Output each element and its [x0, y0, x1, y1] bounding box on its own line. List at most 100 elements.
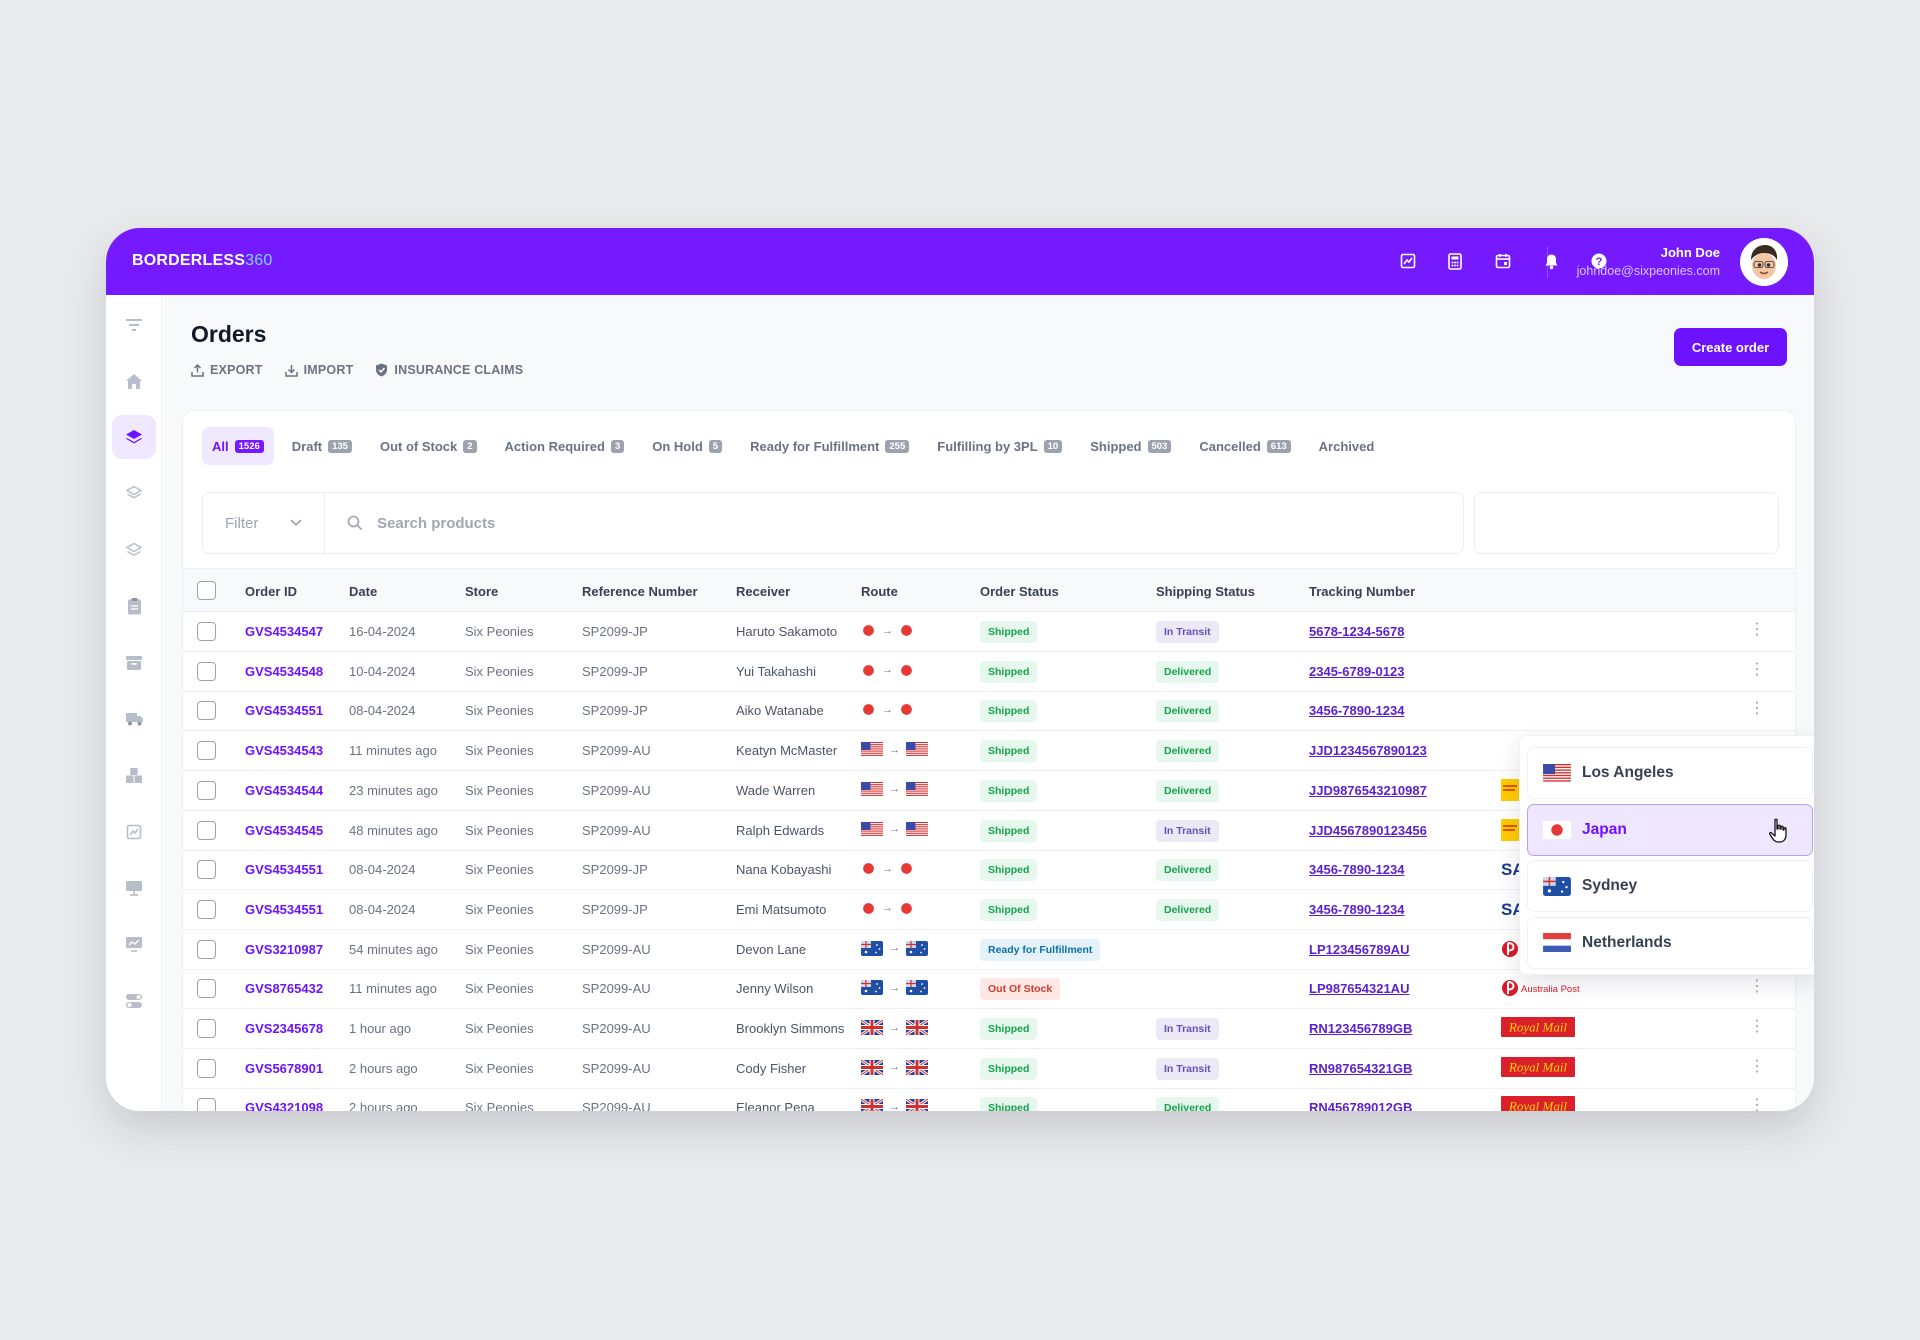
- tracking-number-link[interactable]: 3456-7890-1234: [1309, 901, 1405, 917]
- sidebar-filter-icon[interactable]: [112, 303, 156, 347]
- row-more-icon[interactable]: ⋮: [1749, 700, 1765, 718]
- row-more-icon[interactable]: ⋮: [1749, 621, 1765, 638]
- table-row[interactable]: GVS5678901 2 hours ago Six Peonies SP2099-A…: [183, 1049, 1795, 1089]
- column-header-route[interactable]: Route: [861, 584, 898, 599]
- create-order-button[interactable]: Create order: [1674, 328, 1787, 366]
- presentation-icon[interactable]: [112, 866, 156, 910]
- tab-out-of-stock[interactable]: Out of Stock 2: [370, 427, 487, 465]
- table-row[interactable]: GVS2345678 1 hour ago Six Peonies SP2099-AU…: [183, 1009, 1795, 1049]
- boxes-icon[interactable]: [112, 753, 156, 797]
- column-header-reference-number[interactable]: Reference Number: [582, 584, 698, 599]
- tab-archived[interactable]: Archived: [1309, 427, 1385, 465]
- order-id-link[interactable]: GVS4534547: [245, 624, 324, 639]
- tab-shipped[interactable]: Shipped 503: [1080, 427, 1181, 465]
- insurance-claims-button[interactable]: INSURANCE CLAIMS: [375, 363, 523, 377]
- row-more-icon[interactable]: ⋮: [1749, 660, 1765, 678]
- tracking-number-link[interactable]: 5678-1234-5678: [1309, 624, 1405, 639]
- column-header-shipping-status[interactable]: Shipping Status: [1156, 584, 1255, 599]
- order-id-link[interactable]: GVS4321098: [245, 1100, 324, 1111]
- location-option-japan[interactable]: Japan: [1527, 803, 1813, 856]
- row-more-icon[interactable]: ⋮: [1749, 1057, 1765, 1075]
- table-row[interactable]: GVS4321098 2 hours ago Six Peonies SP2099-A…: [183, 1088, 1795, 1111]
- row-checkbox[interactable]: [197, 1058, 216, 1078]
- orders-icon[interactable]: [112, 415, 156, 459]
- location-option-sydney[interactable]: Sydney: [1527, 860, 1813, 912]
- stack-icon[interactable]: [112, 528, 156, 572]
- analytics-icon[interactable]: [1397, 250, 1419, 272]
- tab-all[interactable]: All 1526: [202, 427, 274, 465]
- select-all-checkbox[interactable]: [197, 581, 216, 600]
- layers-outline-icon[interactable]: [112, 471, 156, 515]
- table-row[interactable]: GVS4534548 10-04-2024 Six Peonies SP2099-JP…: [183, 652, 1795, 692]
- row-more-icon[interactable]: ⋮: [1749, 1018, 1765, 1035]
- tracking-number-link[interactable]: RN987654321GB: [1309, 1060, 1413, 1076]
- order-id-link[interactable]: GVS4534543: [245, 743, 324, 759]
- calculator-icon[interactable]: [1444, 250, 1466, 272]
- row-checkbox[interactable]: [197, 701, 216, 721]
- row-checkbox[interactable]: [197, 741, 216, 761]
- user-info[interactable]: John Doe johndoe@sixpeonies.com: [1577, 244, 1720, 280]
- order-id-link[interactable]: GVS3210987: [245, 941, 324, 957]
- import-button[interactable]: IMPORT: [284, 363, 354, 377]
- bell-icon[interactable]: [1540, 250, 1562, 272]
- home-icon[interactable]: [112, 359, 156, 403]
- row-more-icon[interactable]: ⋮: [1749, 1097, 1765, 1111]
- help-icon[interactable]: ?: [1588, 250, 1610, 272]
- column-header-tracking-number[interactable]: Tracking Number: [1309, 584, 1416, 599]
- row-checkbox[interactable]: [197, 860, 216, 880]
- order-id-link[interactable]: GVS4534551: [245, 862, 324, 878]
- row-checkbox[interactable]: [197, 622, 216, 641]
- export-button[interactable]: EXPORT: [191, 363, 263, 377]
- tracking-number-link[interactable]: 2345-6789-0123: [1309, 663, 1405, 679]
- location-option-netherlands[interactable]: Netherlands: [1527, 916, 1813, 969]
- table-row[interactable]: GVS3210987 54 minutes ago Six Peonies SP209…: [183, 930, 1795, 970]
- column-header-store[interactable]: Store: [465, 584, 499, 599]
- tracking-number-link[interactable]: JJD1234567890123: [1309, 743, 1427, 759]
- tab-on-hold[interactable]: On Hold 5: [642, 427, 732, 465]
- avatar[interactable]: [1740, 238, 1788, 286]
- column-header-order-status[interactable]: Order Status: [980, 584, 1059, 599]
- location-select[interactable]: [1474, 492, 1779, 554]
- tracking-number-link[interactable]: JJD4567890123456: [1309, 822, 1427, 838]
- row-more-icon[interactable]: ⋮: [1749, 978, 1765, 996]
- order-id-link[interactable]: GVS4534548: [245, 663, 324, 679]
- tracking-number-link[interactable]: 3456-7890-1234: [1309, 703, 1405, 719]
- table-row[interactable]: GVS8765432 11 minutes ago Six Peonies SP209…: [183, 969, 1795, 1010]
- tab-draft[interactable]: Draft 135: [282, 427, 362, 465]
- table-row[interactable]: GVS4534551 08-04-2024 Six Peonies SP2099-JP…: [183, 691, 1795, 732]
- order-id-link[interactable]: GVS4534545: [245, 822, 324, 838]
- calendar-icon[interactable]: [1492, 250, 1514, 272]
- archive-icon[interactable]: [112, 641, 156, 685]
- order-id-link[interactable]: GVS4534551: [245, 703, 324, 719]
- order-id-link[interactable]: GVS5678901: [245, 1060, 324, 1076]
- order-id-link[interactable]: GVS2345678: [245, 1021, 324, 1036]
- reports-icon[interactable]: [112, 810, 156, 854]
- row-checkbox[interactable]: [197, 939, 216, 959]
- brand-logo[interactable]: BORDERLESS360: [132, 252, 273, 269]
- column-header-receiver[interactable]: Receiver: [736, 584, 791, 599]
- order-id-link[interactable]: GVS8765432: [245, 981, 324, 997]
- order-id-link[interactable]: GVS4534544: [245, 782, 324, 798]
- tracking-number-link[interactable]: LP123456789AU: [1309, 941, 1410, 957]
- row-checkbox[interactable]: [197, 780, 216, 800]
- row-checkbox[interactable]: [197, 1019, 216, 1038]
- dashboard-icon[interactable]: [112, 922, 156, 966]
- row-checkbox[interactable]: [197, 820, 216, 840]
- toggle-settings-icon[interactable]: [112, 979, 156, 1023]
- tracking-number-link[interactable]: RN123456789GB: [1309, 1021, 1413, 1036]
- location-option-los-angeles[interactable]: Los Angeles: [1527, 747, 1813, 799]
- tab-cancelled[interactable]: Cancelled 613: [1189, 427, 1300, 465]
- row-checkbox[interactable]: [197, 1098, 216, 1111]
- truck-icon[interactable]: [112, 697, 156, 741]
- filter-dropdown[interactable]: Filter: [203, 493, 325, 553]
- tab-fulfilling-by-3pl[interactable]: Fulfilling by 3PL 10: [927, 427, 1072, 465]
- order-id-link[interactable]: GVS4534551: [245, 901, 324, 917]
- tracking-number-link[interactable]: 3456-7890-1234: [1309, 862, 1405, 878]
- row-checkbox[interactable]: [197, 899, 216, 919]
- row-checkbox[interactable]: [197, 979, 216, 999]
- column-header-order-id[interactable]: Order ID: [245, 584, 298, 599]
- search-input[interactable]: [377, 514, 977, 532]
- clipboard-icon[interactable]: [112, 584, 156, 628]
- table-row[interactable]: GVS4534543 11 minutes ago Six Peonies SP209…: [183, 731, 1795, 772]
- tracking-number-link[interactable]: LP987654321AU: [1309, 981, 1410, 997]
